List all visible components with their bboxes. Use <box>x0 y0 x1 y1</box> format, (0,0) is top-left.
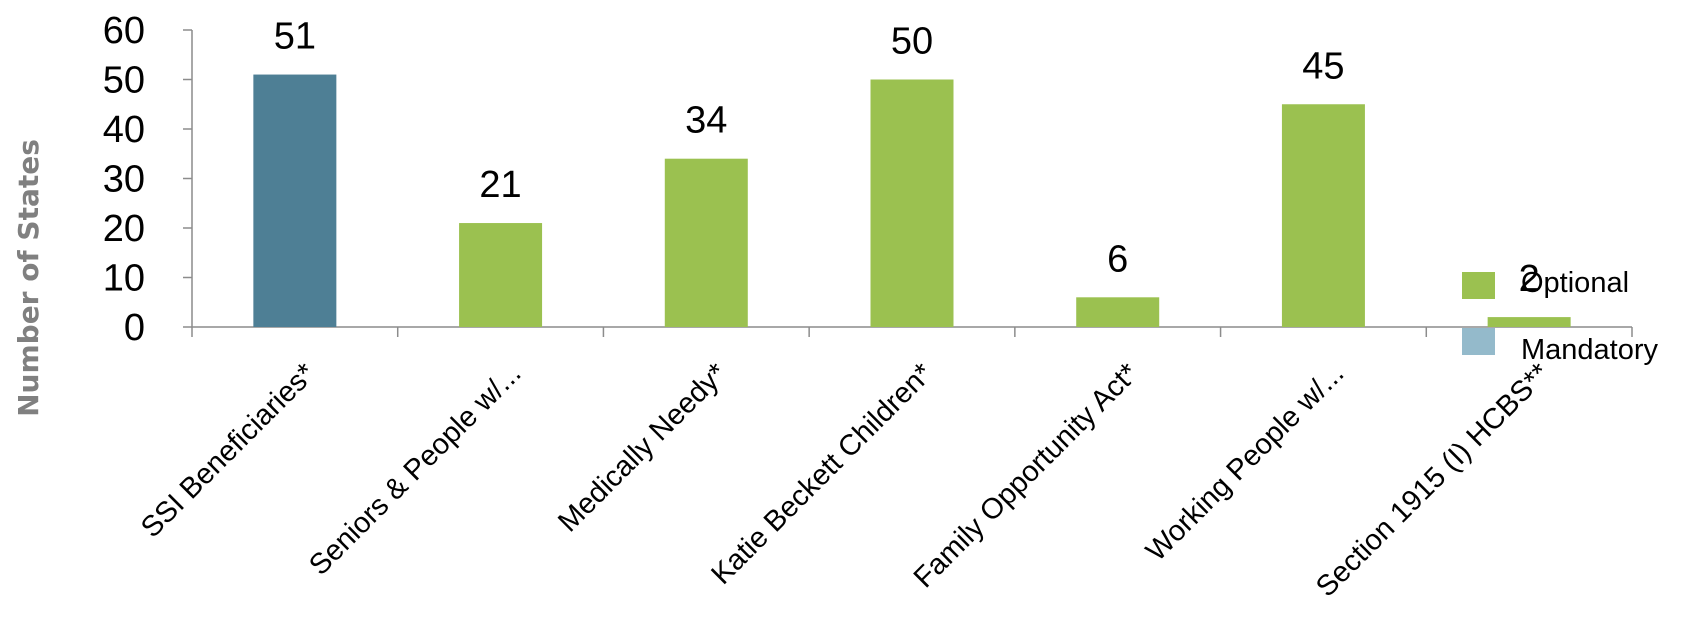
bar-optional <box>1076 297 1160 327</box>
x-category-label: Family Opportunity Act* <box>908 357 1145 594</box>
y-tick-label: 30 <box>103 159 145 201</box>
legend-swatch-mandatory <box>1462 328 1495 355</box>
bar-mandatory <box>253 74 337 327</box>
data-labels-group: 51 21 34 50 6 45 2 <box>274 16 1540 301</box>
legend-swatch-optional <box>1462 272 1495 299</box>
x-axis <box>191 326 1633 337</box>
x-category-label: Seniors & People w/... <box>303 357 527 581</box>
data-label: 2 <box>1519 258 1540 300</box>
legend-label-mandatory: Mandatory <box>1521 334 1659 366</box>
y-tick-label: 60 <box>103 10 145 52</box>
bar-optional <box>459 223 543 327</box>
bars-group <box>253 74 1571 327</box>
data-label: 34 <box>685 100 727 142</box>
y-tick-label: 40 <box>103 109 145 151</box>
y-axis-title: Number of States <box>12 139 45 417</box>
legend-label-optional: Optional <box>1521 267 1629 299</box>
x-category-label: Working People w/... <box>1140 357 1350 567</box>
y-axis: 0 10 20 30 40 50 60 <box>103 10 193 349</box>
data-label: 50 <box>891 21 933 63</box>
x-category-label: Section 1915 (I) HCBS** <box>1310 357 1556 603</box>
bar-optional <box>870 79 954 327</box>
x-category-label: SSI Beneficiaries* <box>135 357 322 544</box>
category-labels-group: SSI Beneficiaries*Seniors & People w/...… <box>135 357 1556 603</box>
bar-optional <box>1487 317 1571 327</box>
y-tick-label: 0 <box>124 307 145 349</box>
x-category-label: Katie Beckett Children* <box>705 357 938 590</box>
data-label: 21 <box>479 164 521 206</box>
y-tick-label: 50 <box>103 60 145 102</box>
y-tick-label: 10 <box>103 258 145 300</box>
y-tick-label: 20 <box>103 208 145 250</box>
data-label: 51 <box>274 16 316 58</box>
x-category-label: Medically Needy* <box>552 357 733 538</box>
data-label: 45 <box>1302 45 1344 87</box>
bar-optional <box>1281 104 1365 327</box>
bar-optional <box>664 158 748 327</box>
data-label: 6 <box>1107 238 1128 280</box>
legend: Optional Mandatory <box>1462 267 1659 366</box>
